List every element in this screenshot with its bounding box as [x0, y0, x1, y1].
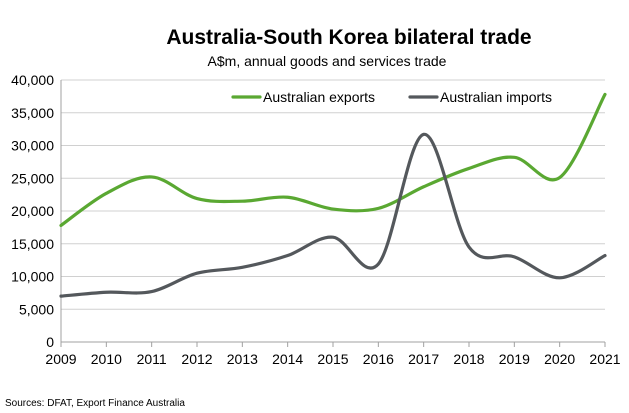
series-line-imports	[59, 132, 607, 298]
chart-subtitle: A$m, annual goods and services trade	[208, 53, 447, 69]
x-tick-label: 2014	[272, 351, 303, 367]
x-tick-label: 2020	[544, 351, 575, 367]
legend-label: Australian imports	[440, 89, 552, 105]
y-tick-label: 25,000	[11, 170, 54, 186]
y-tick-label: 5,000	[19, 301, 54, 317]
x-tick-label: 2021	[589, 351, 620, 367]
x-tick-label: 2018	[453, 351, 484, 367]
x-axis-ticks: 2009 2010 2011 2012 2013 2014 2015 2016 2017 2018…	[45, 342, 621, 367]
y-tick-label: 35,000	[11, 105, 54, 121]
x-tick-label: 2016	[363, 351, 394, 367]
y-tick-label: 30,000	[11, 138, 54, 154]
y-tick-label: 15,000	[11, 236, 54, 252]
legend: Australian exports Australian imports	[231, 89, 552, 105]
gridlines	[61, 79, 605, 310]
source-note: Sources: DFAT, Export Finance Australia	[5, 398, 185, 409]
y-tick-label: 10,000	[11, 269, 54, 285]
x-tick-label: 2013	[227, 351, 258, 367]
y-tick-label: 0	[46, 334, 54, 350]
x-tick-label: 2009	[45, 351, 76, 367]
y-axis-ticks: 0 5,000 10,000 15,000 20,000 25,000 30,000 35,0…	[11, 72, 54, 350]
x-tick-label: 2019	[499, 351, 530, 367]
series-line-exports	[59, 92, 607, 228]
series-lines	[59, 92, 607, 298]
legend-label: Australian exports	[263, 89, 375, 105]
y-tick-label: 20,000	[11, 203, 54, 219]
x-tick-label: 2011	[137, 351, 167, 367]
x-tick-label: 2010	[91, 351, 122, 367]
x-tick-label: 2017	[408, 351, 439, 367]
chart-title: Australia-South Korea bilateral trade	[166, 26, 531, 49]
x-tick-label: 2012	[181, 351, 212, 367]
y-tick-label: 40,000	[11, 72, 54, 88]
x-tick-label: 2015	[317, 351, 348, 367]
